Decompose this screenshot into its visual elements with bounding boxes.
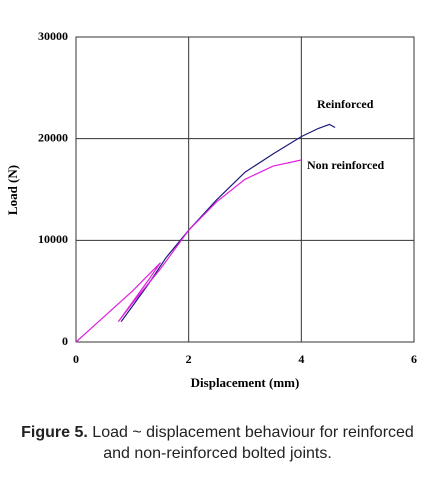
y-axis-label: Load (N) (5, 165, 20, 215)
x-axis-label: Displacement (mm) (191, 375, 300, 390)
y-tick-label: 10000 (38, 232, 68, 246)
series-annotation: Non reinforced (307, 158, 385, 172)
y-tick-label: 20000 (38, 130, 68, 144)
x-tick-label: 0 (73, 352, 79, 366)
x-tick-label: 4 (298, 352, 304, 366)
caption-text: Load ~ displacement behaviour for reinfo… (92, 424, 414, 462)
y-tick-label: 0 (62, 334, 68, 348)
series-line (75, 159, 302, 343)
series-annotation: Reinforced (317, 97, 374, 111)
caption: Figure 5. Load ~ displacement behaviour … (20, 422, 415, 464)
chart: Displacement (mm) Load (N) 0 10000 20000 30… (5, 29, 417, 390)
plot-frame (75, 36, 415, 343)
x-tick-label: 2 (186, 352, 192, 366)
x-tick-label: 6 (411, 352, 417, 366)
series-line (120, 123, 336, 323)
caption-label: Figure 5. (21, 424, 88, 441)
y-tick-label: 30000 (38, 29, 68, 43)
